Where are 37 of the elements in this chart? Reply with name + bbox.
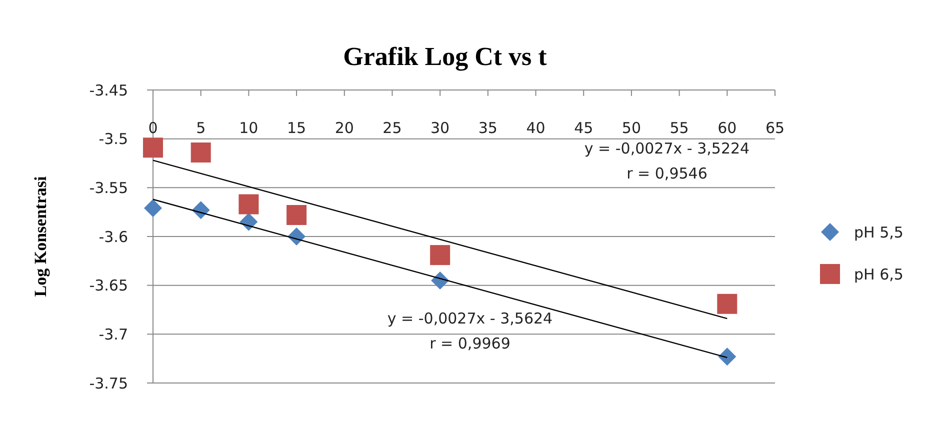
y-tick-label: -3.45 [89,81,128,100]
x-tick-label: 60 [718,119,737,137]
x-tick-label: 10 [239,119,258,137]
x-tick-label: 20 [334,119,354,137]
y-tick-label: -3.75 [89,374,128,392]
y-tick-label: -3.5 [98,130,128,148]
legend-label: pH 5,5 [854,223,904,242]
y-tick-label: -3.7 [98,325,128,344]
point [430,245,450,266]
point [190,142,211,163]
y-tick-label: -3.65 [89,276,128,295]
y-axis-title: Log Konsentrasi [31,176,50,297]
annotation: y = -0,0027x - 3,5224 [584,139,750,158]
x-tick-label: 15 [286,119,306,137]
x-tick-label: 0 [148,119,158,137]
x-tick-label: 35 [478,119,498,137]
point [144,199,162,218]
y-tick-label: -3.6 [98,228,128,246]
x-tick-label: 65 [765,119,785,137]
x-tick-label: 30 [430,119,450,137]
x-tick-label: 25 [382,119,402,137]
x-tick-label: 55 [670,119,689,137]
point [717,294,738,314]
point [143,138,163,158]
annotation: r = 0,9546 [626,164,708,182]
point [238,194,259,214]
legend-label: pH 6,5 [854,265,904,284]
point [286,205,307,226]
x-tick-label: 50 [622,119,642,137]
annotation: r = 0,9969 [430,334,510,352]
y-tick-label: -3.55 [89,178,128,197]
chart-title: Grafik Log Ct vs t [343,42,548,71]
x-tick-label: 5 [196,119,206,137]
x-tick-label: 40 [526,119,546,137]
x-tick-label: 45 [574,119,594,137]
annotation: y = -0,0027x - 3,5624 [387,309,553,328]
point [718,348,736,366]
